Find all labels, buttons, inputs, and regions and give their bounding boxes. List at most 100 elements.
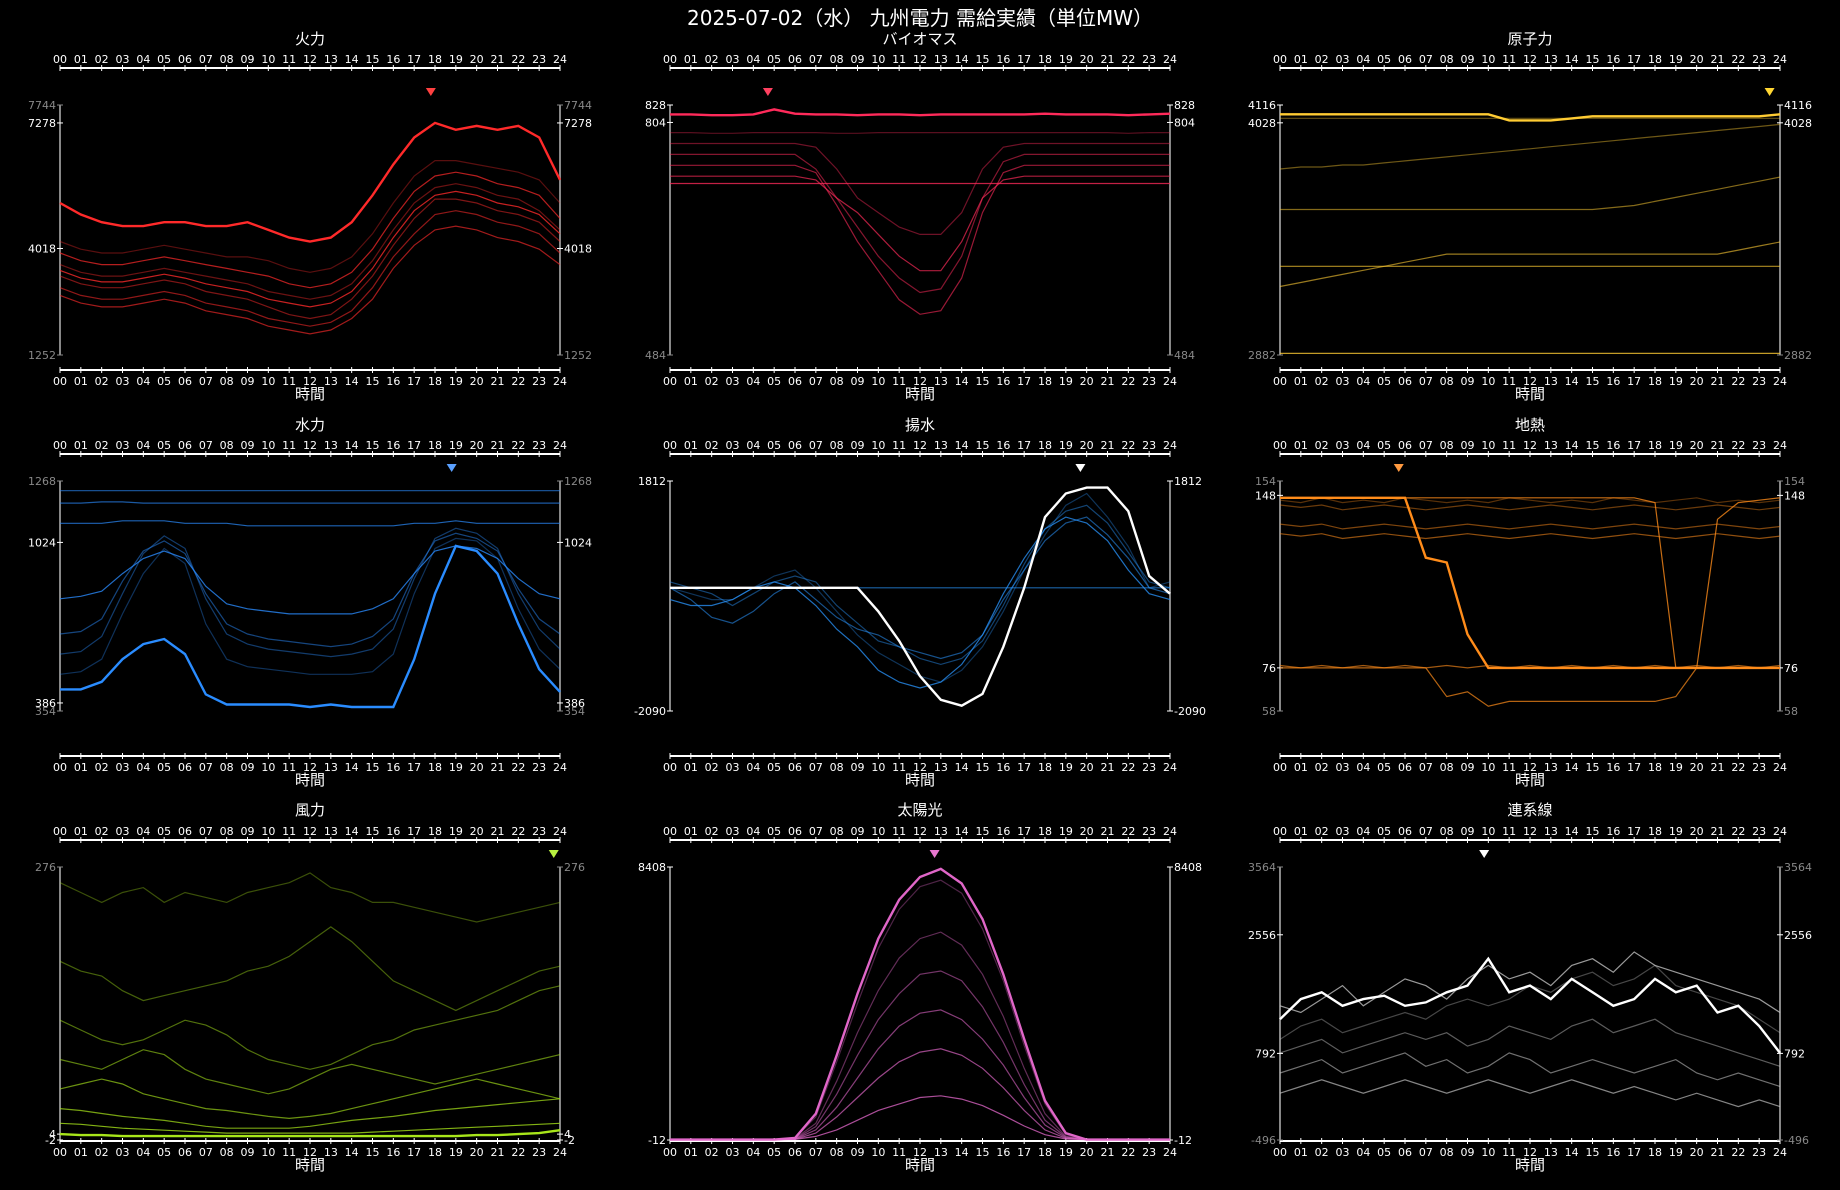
hour-tick-label: 12 [913,53,927,66]
hour-tick-label: 13 [1544,439,1558,452]
hour-tick-label: 16 [1606,825,1620,838]
series-line [1279,123,1781,170]
hour-tick-label: 23 [1752,761,1766,774]
hour-tick-label: 21 [1101,53,1115,66]
hour-tick-label: 13 [324,825,338,838]
y-tick-label-left: 1812 [638,475,666,488]
hour-tick-label: 09 [1461,439,1475,452]
hour-tick-label: 05 [157,375,171,388]
hour-tick-label: 01 [684,375,698,388]
hour-tick-label: 03 [726,825,740,838]
hour-tick-label: 03 [116,825,130,838]
hour-tick-label: 16 [386,439,400,452]
hour-tick-label: 12 [303,825,317,838]
hour-tick-label: 13 [934,825,948,838]
series-line [1280,667,1780,707]
hour-tick-label: 18 [1648,1146,1662,1159]
hour-tick-label: 05 [1377,825,1391,838]
hour-tick-label: 20 [1080,375,1094,388]
series-line [59,985,561,1070]
hour-tick-label: 15 [366,1146,380,1159]
hour-tick-label: 05 [157,825,171,838]
series-line [670,879,1170,1141]
chart-title: バイオマス [882,30,957,48]
hour-tick-label: 24 [553,53,567,66]
series-line [59,198,561,320]
hour-tick-label: 08 [830,1146,844,1159]
y-tick-label-right: 7278 [564,117,592,130]
hour-tick-label: 16 [996,439,1010,452]
hour-tick-label: 03 [116,375,130,388]
hour-tick-label: 00 [1273,439,1287,452]
hour-tick-label: 12 [1523,1146,1537,1159]
x-axis-label: 時間 [905,771,935,789]
y-tick-label-right: 4018 [564,242,592,255]
y-tick-label-right: -12 [1174,1134,1192,1147]
hour-tick-label: 11 [892,439,906,452]
hour-tick-label: 05 [157,439,171,452]
hour-tick-label: 24 [1163,1146,1177,1159]
hour-tick-label: 01 [684,439,698,452]
hour-tick-label: 01 [684,53,698,66]
hour-tick-label: 22 [1731,1146,1745,1159]
hour-tick-label: 10 [1481,439,1495,452]
hour-tick-label: 06 [788,761,802,774]
hour-tick-label: 14 [955,439,969,452]
hour-tick-label: 02 [1315,53,1329,66]
hour-tick-label: 18 [1648,825,1662,838]
hour-tick-label: 13 [934,375,948,388]
series-line [59,545,561,615]
chart-title: 揚水 [905,416,935,434]
y-tick-label-right: 804 [1174,116,1195,129]
hour-tick-label: 03 [726,761,740,774]
hour-tick-label: 03 [1336,375,1350,388]
hour-tick-label: 22 [511,1146,525,1159]
hour-tick-label: 10 [1481,1146,1495,1159]
hour-tick-label: 22 [511,439,525,452]
hour-tick-label: 08 [830,375,844,388]
peak-marker [446,464,457,472]
hour-tick-label: 11 [1502,439,1516,452]
hour-tick-label: 19 [449,761,463,774]
hour-tick-label: 04 [746,53,760,66]
y-tick-label-right: 4116 [1784,99,1812,112]
series-line-today [670,108,1171,117]
hour-tick-label: 18 [428,375,442,388]
hour-tick-label: 12 [303,1146,317,1159]
x-axis-label: 時間 [295,1156,325,1174]
x-axis-label: 時間 [295,771,325,789]
series-line [670,175,1170,272]
hour-tick-label: 05 [157,1146,171,1159]
hour-tick-label: 24 [1773,825,1787,838]
hour-tick-label: 18 [428,439,442,452]
series-line [670,132,1170,134]
hour-tick-label: 20 [470,1146,484,1159]
hour-tick-label: 09 [1461,53,1475,66]
series-line [59,1098,561,1129]
hour-tick-label: 13 [934,1146,948,1159]
hour-tick-label: 00 [1273,825,1287,838]
hour-tick-label: 05 [157,761,171,774]
hour-tick-label: 11 [892,53,906,66]
hour-tick-label: 24 [1163,761,1177,774]
hour-tick-label: 04 [1356,375,1370,388]
hour-tick-label: 16 [386,825,400,838]
hour-tick-label: 14 [345,439,359,452]
hour-tick-label: 00 [663,439,677,452]
hour-tick-label: 09 [241,53,255,66]
hour-tick-label: 07 [199,375,213,388]
hour-tick-label: 14 [345,375,359,388]
peak-marker [548,850,559,858]
hour-tick-label: 12 [1523,825,1537,838]
hour-tick-label: 13 [1544,1146,1558,1159]
hour-tick-label: 19 [449,53,463,66]
series-line [670,142,1170,235]
series-line-today [1280,113,1781,122]
hour-tick-label: 02 [705,439,719,452]
y-tick-label-right: 1812 [1174,475,1202,488]
hour-tick-label: 17 [1017,1146,1031,1159]
hour-tick-label: 19 [1669,375,1683,388]
hour-tick-label: 04 [1356,761,1370,774]
hour-tick-label: 13 [934,53,948,66]
hour-tick-label: 02 [705,53,719,66]
